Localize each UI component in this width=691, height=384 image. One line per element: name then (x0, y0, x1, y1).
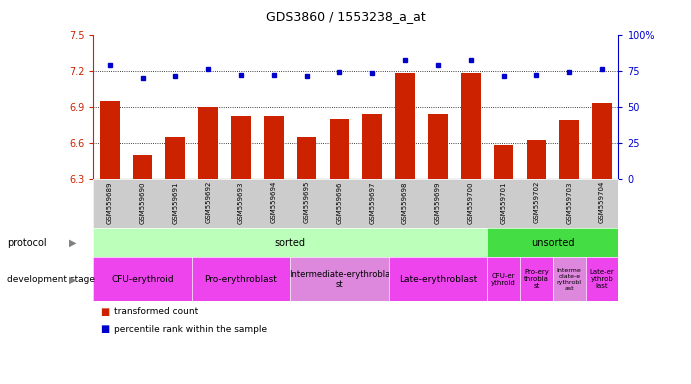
Text: GSM559689: GSM559689 (106, 181, 113, 223)
Text: ▶: ▶ (69, 274, 76, 285)
Text: development stage: development stage (7, 275, 95, 284)
Text: Pro-ery
throbla
st: Pro-ery throbla st (524, 269, 549, 290)
Bar (133, 155, 153, 179)
Bar (493, 145, 513, 179)
Text: transformed count: transformed count (114, 307, 198, 316)
Bar (395, 73, 415, 179)
Bar (100, 101, 120, 179)
Text: GSM559693: GSM559693 (238, 181, 244, 223)
Text: GSM559704: GSM559704 (599, 181, 605, 223)
Text: CFU-er
ythroid: CFU-er ythroid (491, 273, 516, 286)
Bar (560, 120, 579, 179)
Text: GDS3860 / 1553238_a_at: GDS3860 / 1553238_a_at (265, 10, 426, 23)
Text: Intermediate-erythrobla
st: Intermediate-erythrobla st (289, 270, 390, 289)
Bar (231, 116, 251, 179)
Text: Late-erythroblast: Late-erythroblast (399, 275, 477, 284)
Bar (461, 73, 481, 179)
Bar (330, 119, 350, 179)
Text: protocol: protocol (7, 238, 46, 248)
Bar (363, 114, 382, 179)
Text: CFU-erythroid: CFU-erythroid (111, 275, 174, 284)
Bar (297, 137, 316, 179)
Text: Interme
diate-e
rythrobl
ast: Interme diate-e rythrobl ast (557, 268, 582, 291)
Text: Late-er
ythrob
last: Late-er ythrob last (589, 269, 614, 290)
Bar (527, 140, 547, 179)
Text: GSM559694: GSM559694 (271, 181, 277, 223)
Text: GSM559701: GSM559701 (500, 181, 507, 223)
Text: ■: ■ (100, 324, 109, 334)
Text: percentile rank within the sample: percentile rank within the sample (114, 324, 267, 334)
Text: GSM559699: GSM559699 (435, 181, 441, 223)
Text: ■: ■ (100, 307, 109, 317)
Text: GSM559695: GSM559695 (303, 181, 310, 223)
Text: Pro-erythroblast: Pro-erythroblast (205, 275, 277, 284)
Bar (264, 116, 283, 179)
Bar (592, 103, 612, 179)
Text: GSM559691: GSM559691 (172, 181, 178, 223)
Text: GSM559697: GSM559697 (369, 181, 375, 223)
Text: GSM559700: GSM559700 (468, 181, 474, 223)
Text: GSM559703: GSM559703 (566, 181, 572, 223)
Bar (198, 107, 218, 179)
Bar (428, 114, 448, 179)
Text: GSM559696: GSM559696 (337, 181, 343, 223)
Text: GSM559692: GSM559692 (205, 181, 211, 223)
Text: GSM559698: GSM559698 (402, 181, 408, 223)
Bar (166, 137, 185, 179)
Text: unsorted: unsorted (531, 238, 574, 248)
Text: GSM559690: GSM559690 (140, 181, 146, 223)
Text: ▶: ▶ (69, 238, 76, 248)
Text: GSM559702: GSM559702 (533, 181, 540, 223)
Text: sorted: sorted (275, 238, 305, 248)
